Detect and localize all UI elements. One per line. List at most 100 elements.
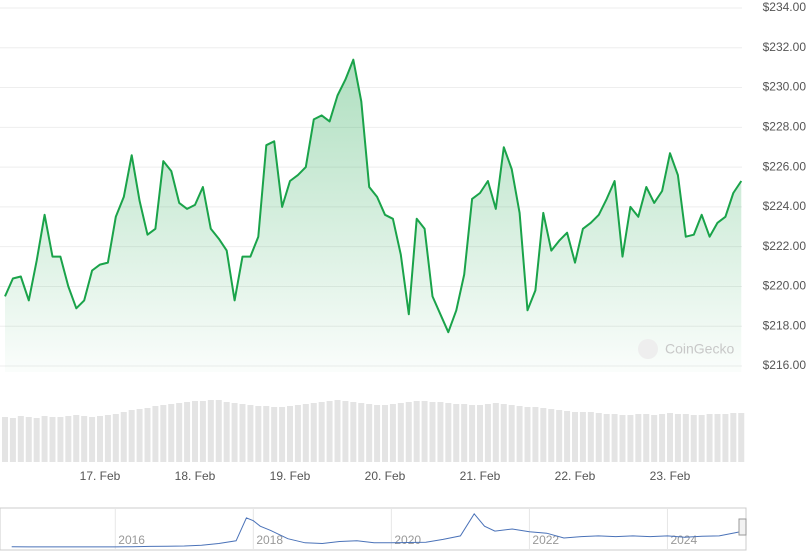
nav-tick-label: 2022 <box>532 533 559 547</box>
y-tick-label: $226.00 <box>763 159 807 173</box>
y-tick-label: $222.00 <box>763 239 807 253</box>
nav-tick-label: 2020 <box>394 533 421 547</box>
volume-bar <box>627 415 634 462</box>
x-tick-label: 22. Feb <box>555 469 596 483</box>
volume-bar <box>413 401 420 462</box>
volume-bar <box>572 412 578 462</box>
x-tick-label: 23. Feb <box>650 469 691 483</box>
volume-bar <box>57 417 64 462</box>
volume-bar <box>25 417 32 462</box>
watermark-icon <box>638 339 658 359</box>
volume-bar <box>247 405 254 462</box>
volume-bar <box>453 404 460 462</box>
price-line <box>4 58 743 334</box>
nav-handle <box>738 518 747 536</box>
volume-bar <box>556 410 563 462</box>
volume-bar <box>643 414 650 462</box>
volume-bar <box>421 401 428 462</box>
volume-bar <box>587 412 594 462</box>
volume-bar <box>215 400 222 462</box>
volume-bar <box>469 405 476 462</box>
nav-tick-label: 2016 <box>118 533 145 547</box>
volume-bar <box>651 415 658 462</box>
volume-bar <box>461 404 468 462</box>
volume-bar <box>89 417 96 462</box>
volume-bar <box>97 416 103 462</box>
volume-bar <box>342 401 349 462</box>
volume-bar <box>271 407 278 462</box>
navigator-frame <box>0 507 747 551</box>
volume-bar <box>33 418 40 462</box>
volume-bar <box>104 415 111 462</box>
volume-bar <box>690 415 697 462</box>
volume-bar <box>263 406 270 462</box>
volume-bar <box>611 414 618 462</box>
y-tick-label: $224.00 <box>763 199 807 213</box>
volume-bar <box>516 406 523 462</box>
volume-bar <box>477 405 483 462</box>
volume-bar <box>500 404 507 462</box>
volume-bar <box>199 401 206 462</box>
volume-bar <box>350 402 357 462</box>
x-tick-label: 21. Feb <box>460 469 501 483</box>
volume-bar <box>445 403 452 462</box>
volume-bar <box>2 417 8 462</box>
y-tick-label: $220.00 <box>763 279 807 293</box>
volume-bar <box>73 415 80 462</box>
volume-bar <box>682 414 689 462</box>
volume-bar <box>429 402 436 462</box>
volume-bar <box>160 405 167 462</box>
volume-bar <box>112 414 119 462</box>
volume-bar <box>334 400 341 462</box>
y-tick-label: $234.00 <box>763 0 807 14</box>
volume-bar <box>287 406 293 462</box>
watermark: CoinGecko <box>665 341 734 357</box>
volume-bar <box>168 404 175 462</box>
volume-bar <box>619 415 626 462</box>
volume-bar <box>674 414 681 462</box>
volume-bar <box>706 414 713 462</box>
nav-tick-label: 2018 <box>256 533 283 547</box>
volume-bar <box>207 400 214 462</box>
volume-bar <box>9 418 16 462</box>
volume-bar <box>532 407 539 462</box>
volume-bar <box>524 407 531 462</box>
volume-bar <box>595 413 602 462</box>
volume-bar <box>714 414 721 462</box>
volume-bar <box>374 405 381 462</box>
volume-bar <box>231 403 238 462</box>
volume-bar <box>564 411 571 462</box>
volume-bar <box>492 403 499 462</box>
volume-bar <box>540 408 547 462</box>
volume-bar <box>484 404 491 462</box>
volume-bar <box>318 402 325 462</box>
volume-bar <box>184 402 191 462</box>
volume-bar <box>397 403 404 462</box>
y-tick-label: $232.00 <box>763 40 807 54</box>
volume-bar <box>223 402 230 462</box>
volume-bar <box>65 416 72 462</box>
volume-bar <box>294 405 301 462</box>
volume-bar <box>192 401 198 462</box>
area-fill <box>5 59 742 372</box>
volume-bar <box>17 416 24 462</box>
volume-bar <box>366 404 373 462</box>
volume-bar <box>389 404 396 462</box>
volume-bar <box>382 405 388 462</box>
volume-bar <box>603 414 610 462</box>
volume-bar <box>302 404 309 462</box>
volume-bar <box>279 407 286 462</box>
volume-bar <box>437 402 444 462</box>
volume-bar <box>326 401 333 462</box>
volume-bar <box>358 403 365 462</box>
volume-bar <box>120 412 127 462</box>
volume-bar <box>579 412 586 462</box>
volume-bar <box>635 414 642 462</box>
volume-bar <box>49 417 56 462</box>
x-tick-label: 19. Feb <box>270 469 311 483</box>
volume-bar <box>152 406 159 462</box>
volume-bar <box>255 406 262 462</box>
volume-bar <box>667 413 673 462</box>
volume-bar <box>659 414 666 462</box>
